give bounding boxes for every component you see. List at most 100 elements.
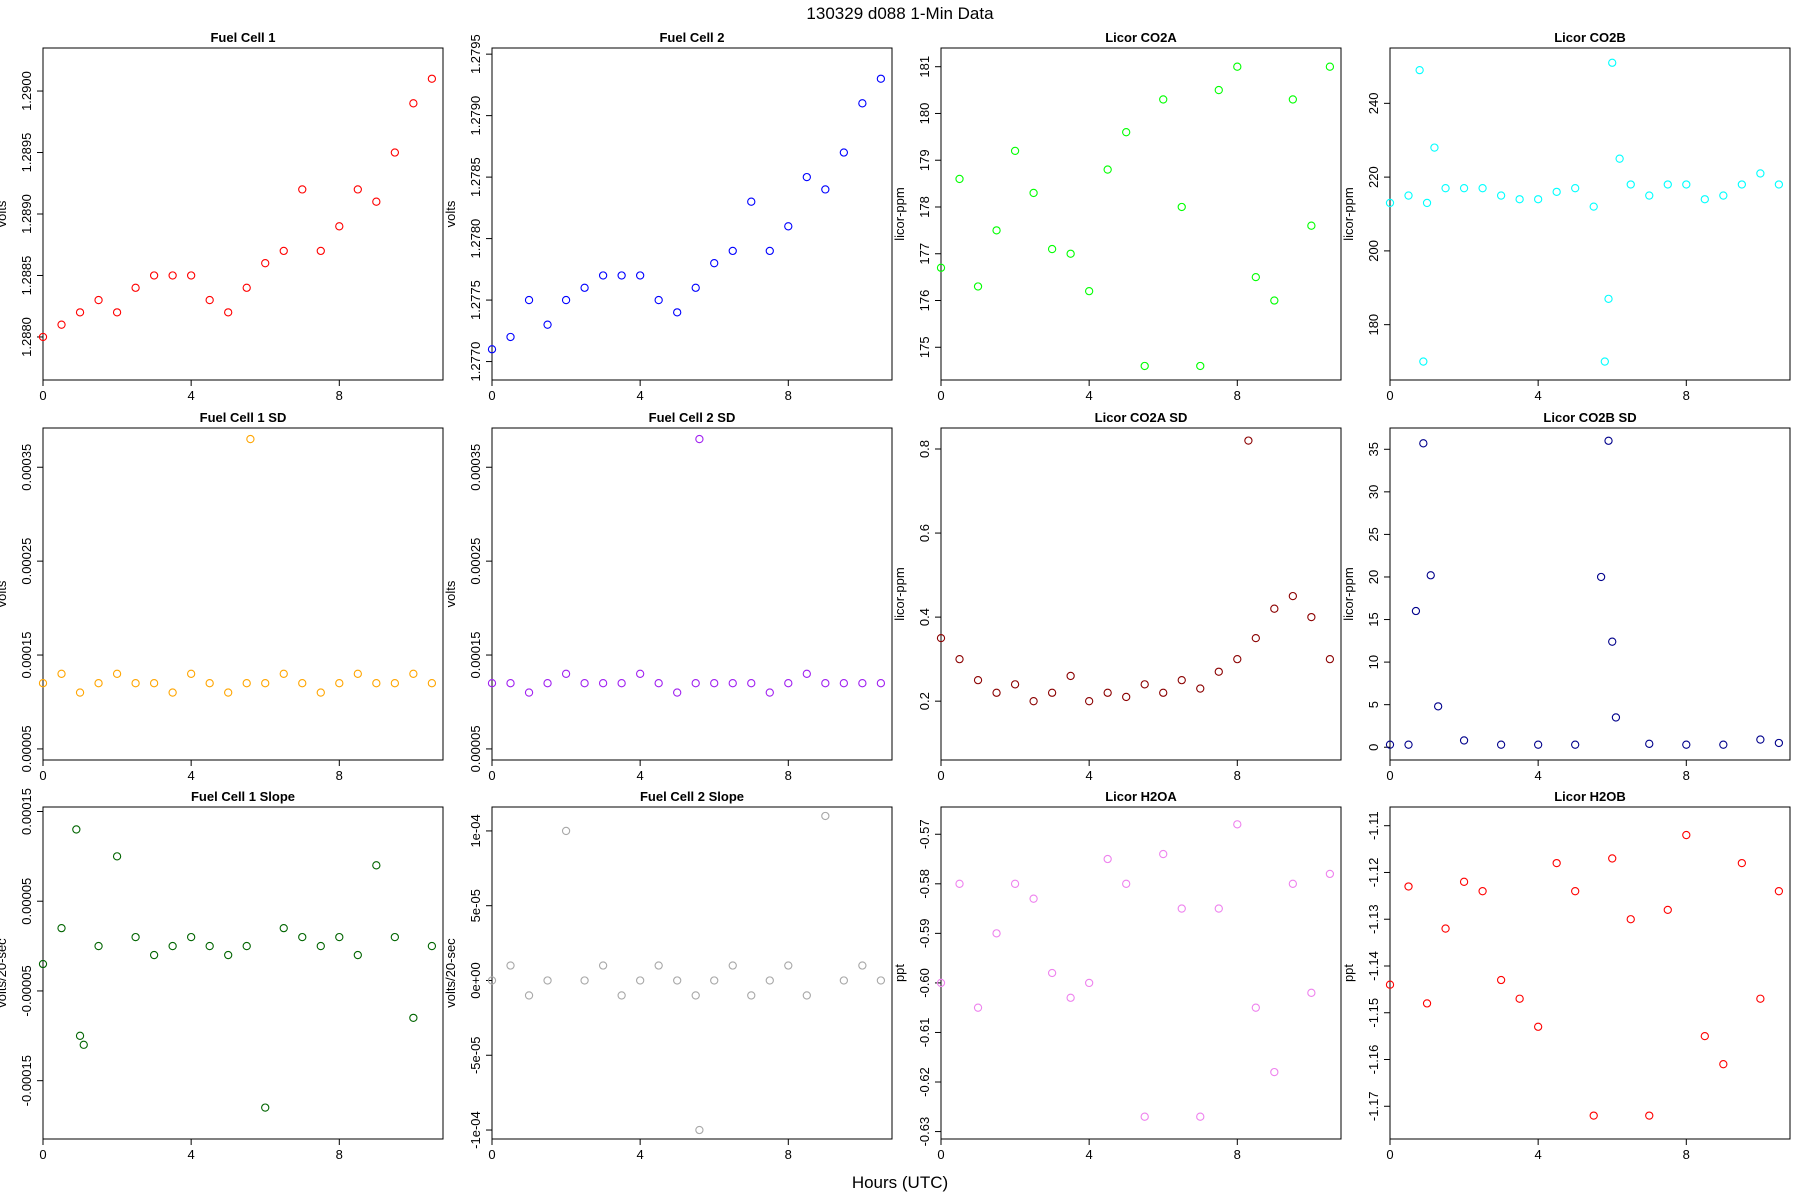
data-point <box>1756 735 1765 744</box>
data-point <box>1441 184 1450 193</box>
data-point <box>261 1103 270 1112</box>
chart-panel: Fuel Cell 2 SD volts 0 4 8 0.00005 0.00015 0.00… <box>443 410 893 783</box>
data-point <box>224 688 233 697</box>
data-point <box>1533 1022 1543 1031</box>
data-point <box>1589 1111 1598 1120</box>
data-point <box>839 679 849 688</box>
chart-panel: Fuel Cell 1 Slope volts/20-sec 0 4 8 -0.00015… <box>0 788 444 1162</box>
data-point <box>1552 858 1561 868</box>
data-point <box>298 185 307 194</box>
chart-panel: Licor CO2A SD licor-ppm 0 4 8 0.2 0.4 0.6 0.8 <box>892 410 1342 783</box>
data-point <box>205 679 214 688</box>
data-point <box>1404 882 1413 891</box>
y-tick-label: -0.00005 <box>19 965 34 1016</box>
data-point <box>1615 154 1624 163</box>
data-point <box>335 679 344 688</box>
data-point <box>1214 904 1223 913</box>
data-point <box>168 688 177 697</box>
data-point <box>1103 165 1112 174</box>
data-point <box>427 74 437 83</box>
y-tick-label: -1.12 <box>1366 858 1381 888</box>
data-point <box>821 811 830 821</box>
chart-title: Fuel Cell 1 <box>210 30 275 45</box>
data-point <box>316 688 325 697</box>
data-point <box>1385 198 1395 208</box>
data-point <box>186 271 196 280</box>
y-tick-label: 1.2780 <box>468 219 483 259</box>
data-point <box>298 679 307 688</box>
y-axis-label: volts <box>0 200 9 227</box>
data-point <box>1325 869 1335 879</box>
data-point <box>1700 1031 1709 1041</box>
x-tick-label: 4 <box>637 768 644 783</box>
x-tick-label: 0 <box>1386 1147 1393 1162</box>
chart-panel: Fuel Cell 2 volts 0 4 8 1.2770 1.2775 1.2780 1.2… <box>443 30 893 403</box>
chart-title: Licor CO2A <box>1105 30 1177 45</box>
data-point <box>390 148 400 157</box>
data-point <box>168 271 177 280</box>
data-point <box>38 679 48 688</box>
data-point <box>654 295 663 305</box>
data-point <box>1682 180 1691 189</box>
data-point <box>1737 858 1747 868</box>
y-axis-label: ppt <box>892 964 907 982</box>
data-point <box>1604 294 1613 303</box>
data-point <box>1663 905 1672 915</box>
y-tick-label: 0.6 <box>917 524 932 542</box>
data-point <box>487 679 497 688</box>
data-point <box>316 941 325 951</box>
data-point <box>1010 146 1020 156</box>
data-point <box>335 932 344 942</box>
data-point <box>112 852 122 861</box>
data-point <box>561 669 571 678</box>
data-point <box>409 669 418 678</box>
data-point <box>691 991 700 1000</box>
y-axis-label: licor-ppm <box>892 567 907 620</box>
data-point <box>1441 924 1450 933</box>
data-point <box>524 991 534 1000</box>
data-point <box>1288 95 1298 104</box>
data-point <box>858 679 867 688</box>
y-axis-label: licor-ppm <box>1341 187 1356 240</box>
x-tick-label: 4 <box>1086 388 1093 403</box>
data-point <box>973 1003 983 1012</box>
data-point <box>1756 994 1765 1003</box>
data-point <box>1700 195 1709 204</box>
x-tick-label: 4 <box>1535 768 1542 783</box>
data-point <box>580 283 589 292</box>
data-point <box>1608 58 1617 67</box>
chart-panel: Licor H2OA ppt 0 4 8 -0.63 -0.62 -0.61 -0.60 -0.5… <box>892 789 1342 1162</box>
data-point <box>186 932 196 942</box>
data-point <box>1478 887 1487 896</box>
x-tick-label: 0 <box>937 388 944 403</box>
chart-panel: Fuel Cell 1 volts 0 4 8 1.2880 1.2885 1.2890 1.2… <box>0 30 444 403</box>
data-point <box>858 99 867 108</box>
y-axis-label: volts <box>443 580 458 607</box>
data-point <box>802 669 811 678</box>
y-tick-label: 1.2880 <box>19 317 34 357</box>
data-point <box>598 679 608 688</box>
data-point <box>1774 887 1784 896</box>
data-point <box>992 929 1001 938</box>
x-tick-label: 0 <box>1386 388 1393 403</box>
data-point <box>1233 820 1242 829</box>
data-point <box>654 679 663 688</box>
chart-panel: Fuel Cell 2 Slope volts/20-sec 0 4 8 -1e-04 -5… <box>443 789 893 1162</box>
data-point <box>1288 591 1298 601</box>
data-point <box>1645 191 1654 200</box>
y-tick-label: 1.2775 <box>468 280 483 320</box>
data-point <box>839 148 849 157</box>
y-tick-label: 0.00015 <box>19 788 34 835</box>
x-tick-label: 8 <box>336 388 343 403</box>
chart-title: Fuel Cell 1 SD <box>200 410 287 425</box>
data-point <box>936 978 946 988</box>
data-point <box>710 259 719 268</box>
data-point <box>1140 1112 1149 1121</box>
y-tick-label: 25 <box>1366 527 1381 541</box>
data-point <box>1177 676 1186 685</box>
y-tick-label: 200 <box>1366 240 1381 262</box>
data-point <box>1404 740 1413 749</box>
chart-title: Fuel Cell 2 <box>659 30 724 45</box>
y-tick-label: -1.15 <box>1366 998 1381 1028</box>
data-point <box>765 246 774 256</box>
